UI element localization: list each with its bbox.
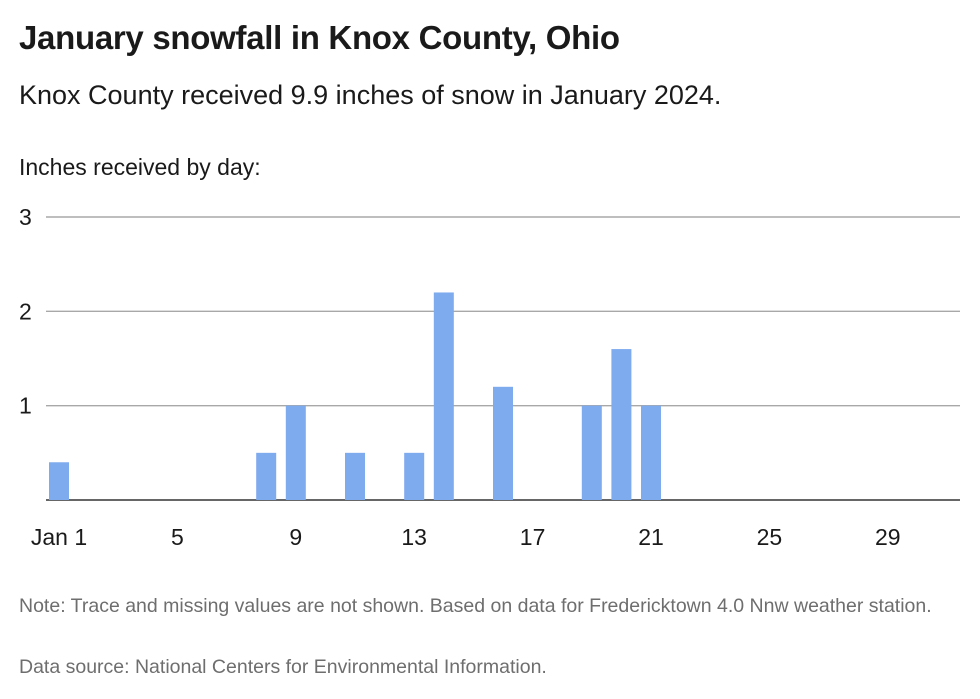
x-tick-labels: Jan 1 5 9 13 17 21 25 29 bbox=[31, 524, 901, 550]
x-tick-label: 25 bbox=[757, 524, 783, 550]
x-tick-label: Jan 1 bbox=[31, 524, 87, 550]
bar-day-16 bbox=[493, 386, 513, 500]
x-tick-label: 13 bbox=[401, 524, 427, 550]
chart-subtitle: Knox County received 9.9 inches of snow … bbox=[19, 80, 722, 110]
bar-day-8 bbox=[256, 452, 277, 500]
y-tick-label: 2 bbox=[19, 298, 32, 324]
x-tick-label: 9 bbox=[289, 524, 302, 550]
bar-day-13 bbox=[404, 452, 425, 500]
data-source: Data source: National Centers for Enviro… bbox=[19, 656, 547, 678]
bar-day-20 bbox=[611, 349, 632, 500]
y-tick-label: 3 bbox=[19, 204, 32, 230]
bars bbox=[49, 292, 661, 500]
y-tick-labels: 1 2 3 bbox=[19, 204, 32, 419]
snowfall-bar-chart: 1 2 3 Jan 1 5 9 13 17 21 25 29 bbox=[19, 204, 960, 550]
bar-day-14 bbox=[433, 292, 454, 500]
x-tick-label: 17 bbox=[520, 524, 546, 550]
bar-day-19 bbox=[581, 405, 602, 500]
bar-day-21 bbox=[641, 405, 661, 500]
bar-day-9 bbox=[285, 405, 306, 500]
y-tick-label: 1 bbox=[19, 393, 32, 419]
bar-day-1 bbox=[49, 462, 69, 500]
bar-day-11 bbox=[345, 452, 365, 500]
y-axis-label: Inches received by day: bbox=[19, 154, 261, 180]
x-tick-label: 29 bbox=[875, 524, 901, 550]
chart-title: January snowfall in Knox County, Ohio bbox=[19, 19, 620, 56]
chart-note: Note: Trace and missing values are not s… bbox=[19, 595, 932, 617]
x-tick-label: 5 bbox=[171, 524, 184, 550]
x-tick-label: 21 bbox=[638, 524, 664, 550]
